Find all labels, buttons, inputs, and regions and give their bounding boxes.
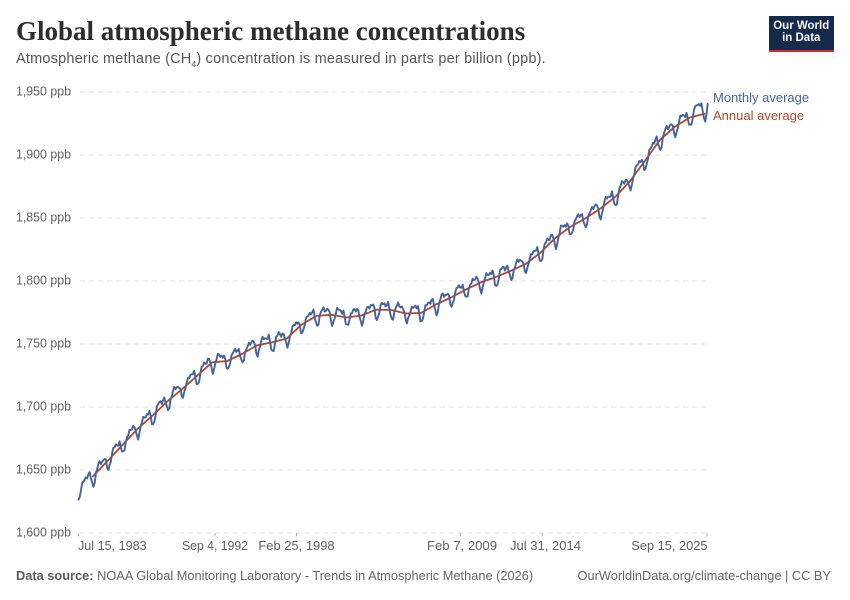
svg-text:1,600 ppb: 1,600 ppb <box>16 525 71 540</box>
svg-text:1,850 ppb: 1,850 ppb <box>16 210 71 225</box>
svg-text:1,750 ppb: 1,750 ppb <box>16 336 71 351</box>
svg-text:Feb 25, 1998: Feb 25, 1998 <box>258 538 334 553</box>
svg-text:Feb 7, 2009: Feb 7, 2009 <box>427 538 497 553</box>
svg-text:1,700 ppb: 1,700 ppb <box>16 399 71 414</box>
svg-text:1,900 ppb: 1,900 ppb <box>16 147 71 162</box>
svg-text:1,950 ppb: 1,950 ppb <box>16 84 71 99</box>
svg-text:1,650 ppb: 1,650 ppb <box>16 462 71 477</box>
svg-text:Jul 15, 1983: Jul 15, 1983 <box>78 538 147 553</box>
svg-text:1,800 ppb: 1,800 ppb <box>16 273 71 288</box>
svg-text:Sep 15, 2025: Sep 15, 2025 <box>631 538 707 553</box>
svg-text:Sep 4, 1992: Sep 4, 1992 <box>182 538 248 553</box>
svg-text:Jul 31, 2014: Jul 31, 2014 <box>510 538 581 553</box>
